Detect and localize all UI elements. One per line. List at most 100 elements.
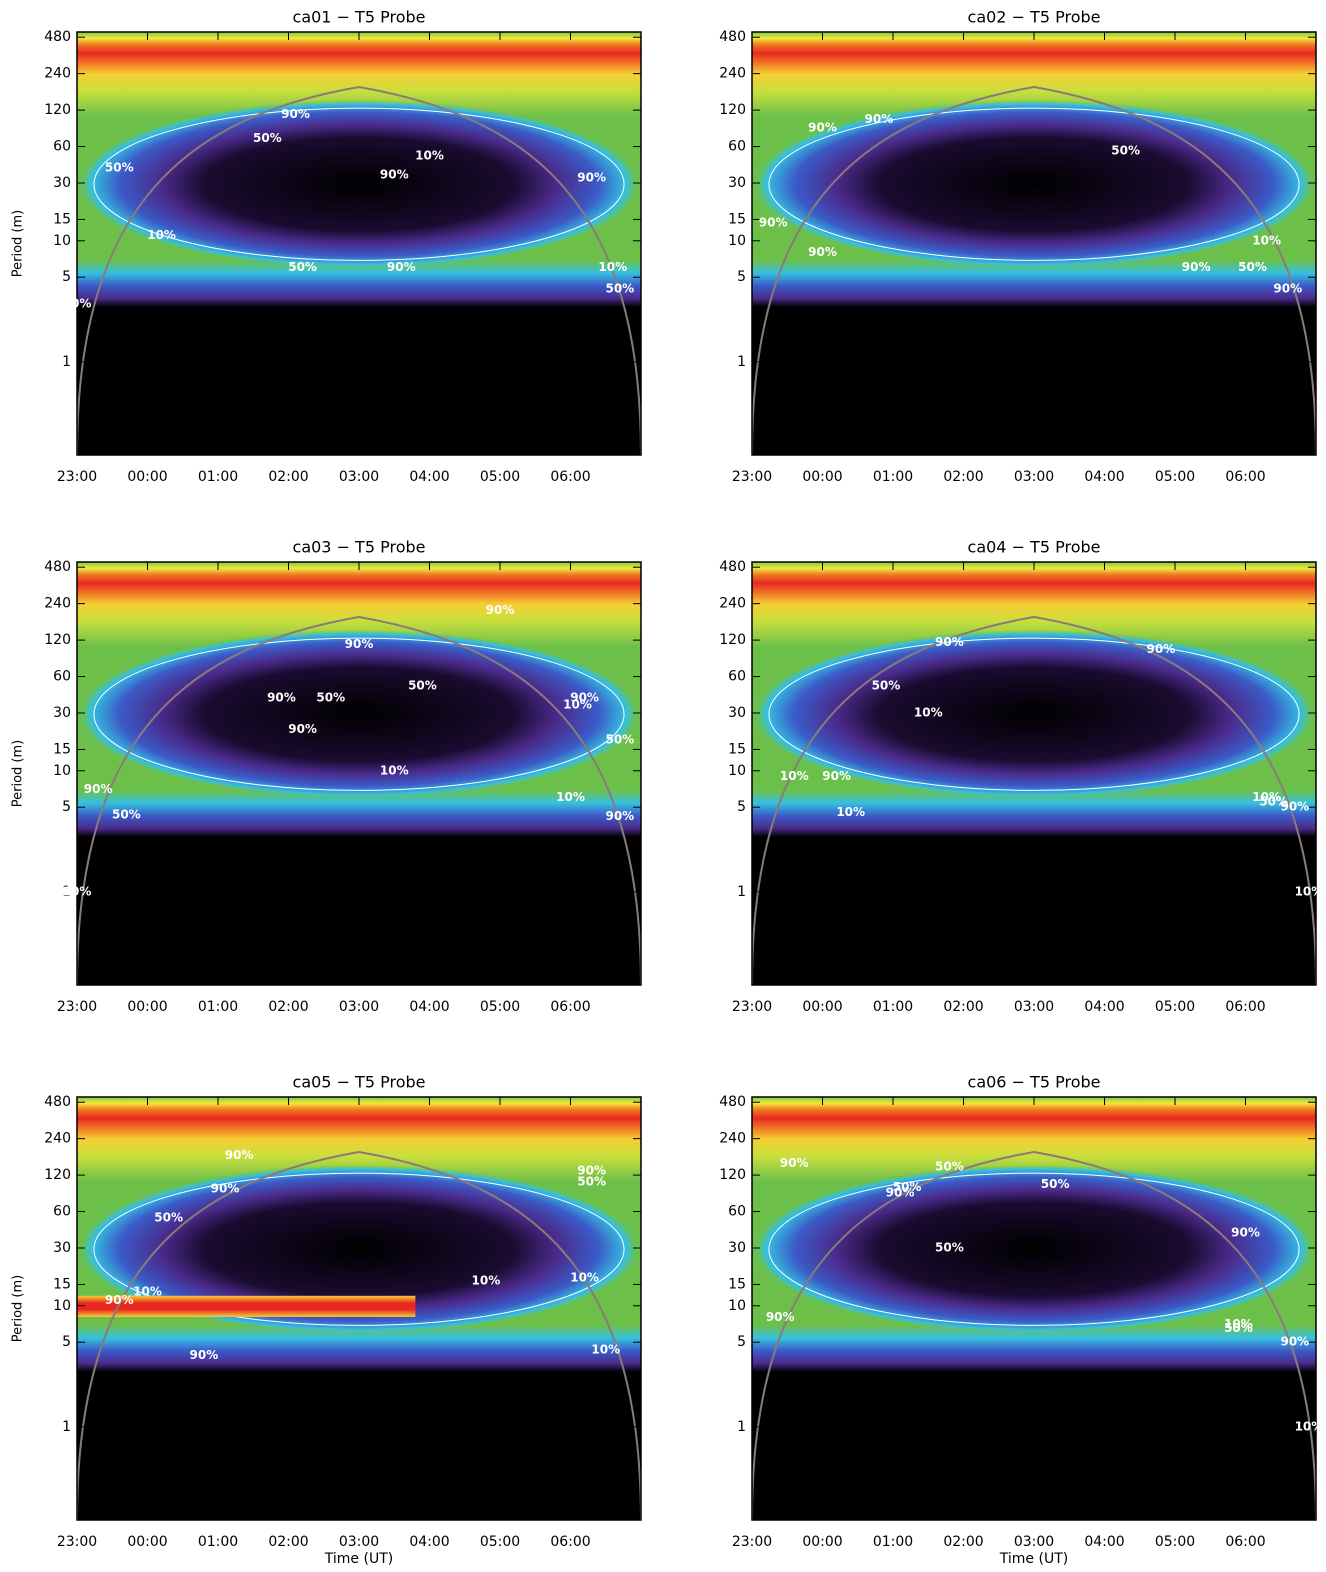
- contour: [768, 637, 1300, 791]
- y-tick-label: 60: [728, 1204, 746, 1220]
- y-tick-label: 120: [719, 632, 746, 648]
- y-tick-label: 1: [62, 1419, 71, 1435]
- y-tick-label: 1: [737, 884, 746, 900]
- y-tick-label: 30: [728, 705, 746, 721]
- y-tick-label: 120: [719, 1167, 746, 1183]
- x-axis-label: Time (UT): [999, 1551, 1068, 1567]
- contour-label: 10%: [598, 260, 627, 274]
- y-tick-label: 1: [62, 354, 71, 370]
- spectrum: [752, 1097, 1316, 1520]
- contour-label: 50%: [605, 281, 634, 295]
- x-tick-label: 00:00: [127, 469, 167, 485]
- panel-title: ca01 − T5 Probe: [293, 8, 426, 27]
- y-tick-label: 5: [62, 269, 71, 285]
- x-tick-label: 02:00: [943, 1534, 983, 1550]
- x-tick-label: 02:00: [268, 1534, 308, 1550]
- contour-label: 90%: [1273, 281, 1302, 295]
- contour-label: 50%: [1259, 795, 1288, 809]
- cone-of-influence: [77, 85, 641, 455]
- y-tick-label: 30: [728, 1240, 746, 1256]
- x-tick-label: 03:00: [339, 1534, 379, 1550]
- x-axis-label: Time (UT): [324, 1551, 393, 1567]
- y-tick-label: 120: [44, 632, 71, 648]
- x-tick-label: 05:00: [1155, 1534, 1195, 1550]
- contour-label: 10%: [556, 790, 585, 804]
- contour-label: 50%: [154, 1211, 183, 1225]
- contour-label: 10%: [147, 228, 176, 242]
- x-tick-label: 23:00: [57, 469, 97, 485]
- contour-label: 50%: [408, 679, 437, 693]
- y-tick-label: 1: [62, 884, 71, 900]
- contour-label: 90%: [387, 260, 416, 274]
- contour-label: 90%: [759, 216, 788, 230]
- x-tick-label: 04:00: [1084, 999, 1124, 1015]
- power-region: [77, 629, 641, 799]
- y-tick-label: 480: [719, 1094, 746, 1110]
- contour-label: 90%: [380, 167, 409, 181]
- spectrum: [77, 562, 641, 985]
- x-tick-label: 03:00: [1014, 1534, 1054, 1550]
- y-axis-label: Period (m): [11, 1275, 26, 1342]
- contour-label: 10%: [380, 763, 409, 777]
- x-tick-label: 04:00: [1084, 469, 1124, 485]
- y-tick-label: 10: [53, 1298, 71, 1314]
- contour-label: 10%: [133, 1284, 162, 1298]
- y-tick-label: 240: [44, 66, 71, 82]
- x-tick-label: 05:00: [480, 999, 520, 1015]
- contour-label: 10%: [780, 769, 809, 783]
- y-tick-label: 15: [53, 1276, 71, 1292]
- x-tick-label: 03:00: [1014, 469, 1054, 485]
- contour-label: 50%: [935, 1159, 964, 1173]
- x-tick-label: 23:00: [732, 1534, 772, 1550]
- strong-band: [77, 1295, 416, 1317]
- y-tick-label: 10: [53, 233, 71, 249]
- x-tick-label: 23:00: [732, 999, 772, 1015]
- power-region: [77, 1164, 641, 1334]
- x-tick-label: 02:00: [943, 469, 983, 485]
- y-tick-label: 480: [44, 29, 71, 45]
- contour-label: 90%: [570, 690, 599, 704]
- y-tick-label: 60: [53, 669, 71, 685]
- y-tick-label: 30: [728, 175, 746, 191]
- y-tick-label: 15: [728, 1276, 746, 1292]
- contour-label: 50%: [316, 690, 345, 704]
- panel-title: ca04 − T5 Probe: [968, 538, 1101, 557]
- contour-label: 90%: [225, 1148, 254, 1162]
- y-tick-label: 60: [53, 139, 71, 155]
- y-tick-label: 120: [719, 102, 746, 118]
- contour: [768, 1172, 1300, 1326]
- contour-label: 50%: [1224, 1321, 1253, 1335]
- y-tick-label: 10: [728, 1298, 746, 1314]
- x-tick-label: 04:00: [409, 469, 449, 485]
- y-tick-label: 480: [44, 1094, 71, 1110]
- y-tick-label: 60: [728, 669, 746, 685]
- contour-label: 50%: [288, 260, 317, 274]
- contour-label: 10%: [1252, 790, 1281, 804]
- power-region: [77, 99, 641, 269]
- y-tick-label: 1: [737, 354, 746, 370]
- y-tick-label: 10: [728, 233, 746, 249]
- y-tick-label: 5: [737, 269, 746, 285]
- x-tick-label: 23:00: [732, 469, 772, 485]
- contour-label: 90%: [1231, 1225, 1260, 1239]
- x-tick-label: 01:00: [198, 469, 238, 485]
- power-region: [752, 99, 1316, 269]
- power-region: [752, 1164, 1316, 1334]
- contour-label: 90%: [886, 1186, 915, 1200]
- spectrum: [752, 562, 1316, 985]
- y-tick-label: 240: [44, 1131, 71, 1147]
- panel-title: ca03 − T5 Probe: [293, 538, 426, 557]
- x-tick-label: 00:00: [127, 999, 167, 1015]
- contour-label: 10%: [836, 805, 865, 819]
- x-tick-label: 01:00: [873, 1534, 913, 1550]
- contour-label: 50%: [1111, 144, 1140, 158]
- y-tick-label: 60: [53, 1204, 71, 1220]
- contour-label: 90%: [84, 782, 113, 796]
- contour-label: 10%: [1295, 1419, 1324, 1433]
- contour-label: 90%: [1182, 260, 1211, 274]
- x-tick-label: 06:00: [1225, 1534, 1265, 1550]
- y-tick-label: 10: [728, 763, 746, 779]
